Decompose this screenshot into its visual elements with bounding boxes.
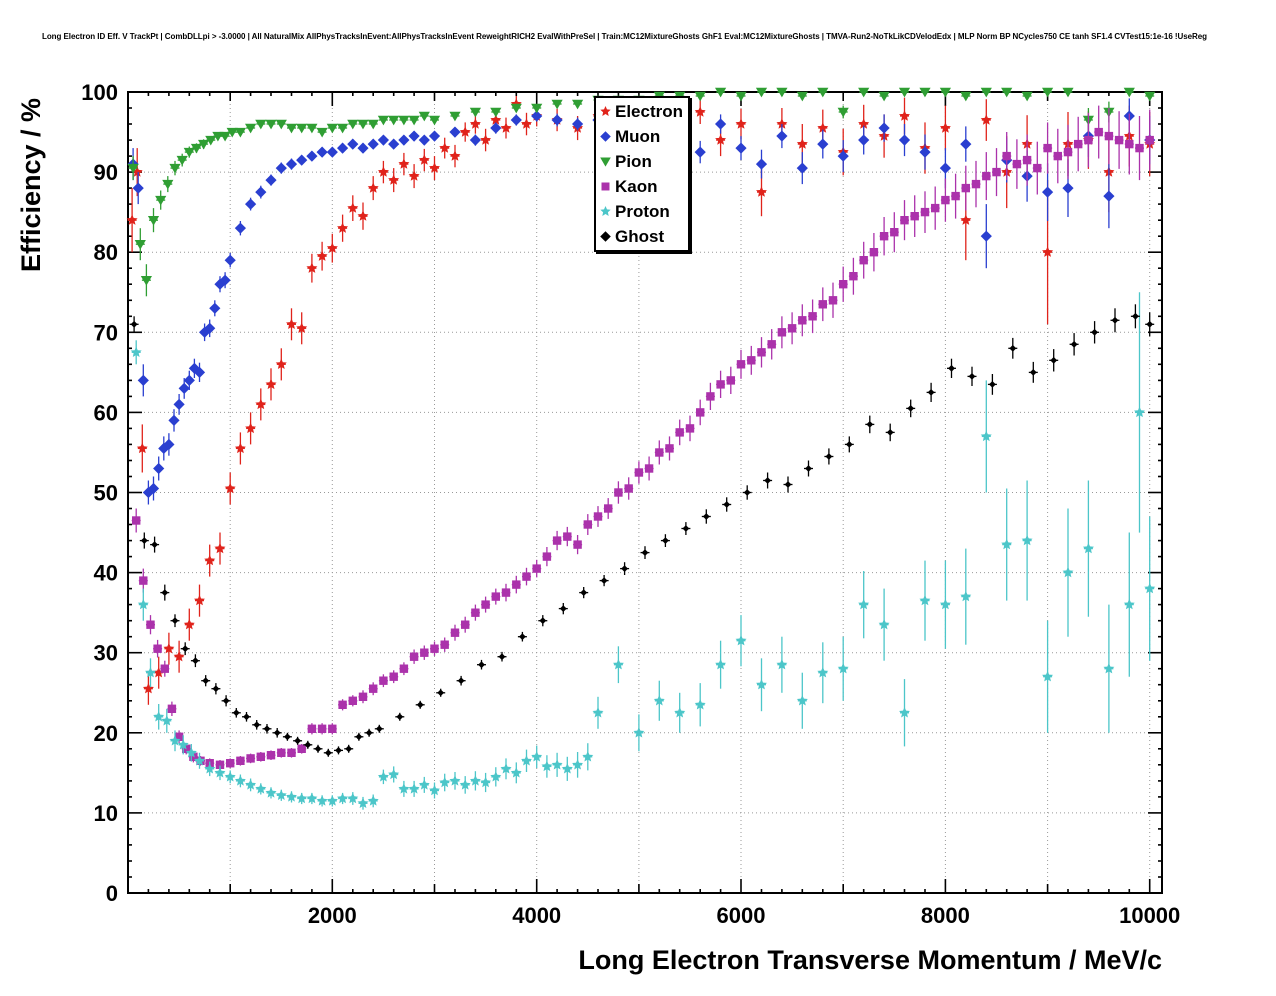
svg-text:90: 90 xyxy=(94,160,118,185)
ghost-marker-icon xyxy=(600,231,611,242)
plot-config-title: Long Electron ID Eff. V TrackPt | CombDL… xyxy=(42,32,1207,41)
electron-marker-icon xyxy=(600,106,611,116)
svg-text:8000: 8000 xyxy=(921,903,970,928)
svg-text:50: 50 xyxy=(94,481,118,506)
kaon-marker-icon xyxy=(601,182,610,191)
svg-text:40: 40 xyxy=(94,561,118,586)
legend-item-ghost: Ghost xyxy=(596,224,688,249)
legend-label: Electron xyxy=(615,101,684,121)
svg-text:100: 100 xyxy=(81,80,118,105)
svg-text:6000: 6000 xyxy=(717,903,766,928)
svg-text:80: 80 xyxy=(94,240,118,265)
proton-marker-icon xyxy=(600,206,611,216)
legend-item-kaon: Kaon xyxy=(596,174,688,199)
pion-marker-icon xyxy=(600,157,611,167)
legend-item-muon: Muon xyxy=(596,124,688,149)
x-axis-title: Long Electron Transverse Momentum / MeV/… xyxy=(578,945,1162,975)
legend-label: Muon xyxy=(615,126,661,146)
svg-text:10000: 10000 xyxy=(1119,903,1180,928)
legend-label: Proton xyxy=(615,201,670,221)
svg-text:20: 20 xyxy=(94,721,118,746)
svg-text:4000: 4000 xyxy=(512,903,561,928)
legend-item-pion: Pion xyxy=(596,149,688,174)
legend-label: Kaon xyxy=(615,176,658,196)
legend-item-proton: Proton xyxy=(596,199,688,224)
legend-label: Pion xyxy=(615,151,652,171)
muon-marker-icon xyxy=(600,131,611,142)
svg-text:10: 10 xyxy=(94,801,118,826)
svg-text:2000: 2000 xyxy=(308,903,357,928)
svg-text:0: 0 xyxy=(106,881,118,906)
legend-label: Ghost xyxy=(615,226,665,246)
svg-text:60: 60 xyxy=(94,400,118,425)
legend: Electron Muon Pion Kaon Proton Ghost xyxy=(594,96,690,252)
svg-text:30: 30 xyxy=(94,641,118,666)
svg-text:70: 70 xyxy=(94,320,118,345)
y-axis-title: Efficiency / % xyxy=(16,97,46,272)
legend-item-electron: Electron xyxy=(596,99,688,124)
